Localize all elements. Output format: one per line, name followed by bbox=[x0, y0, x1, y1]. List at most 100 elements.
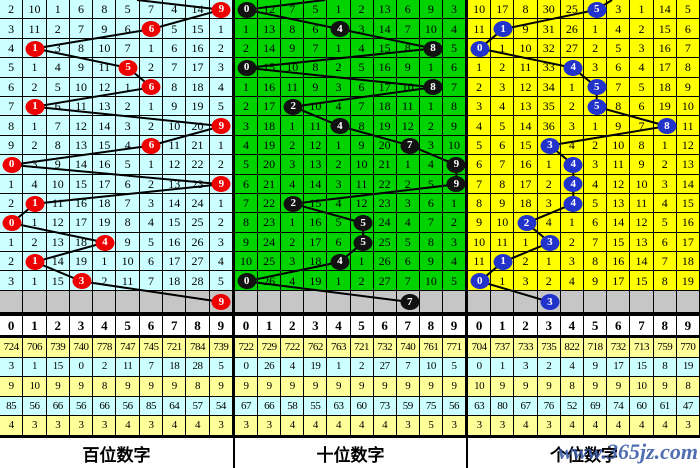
grid-cell bbox=[584, 290, 608, 313]
drawn-digit-marker: 4 bbox=[330, 253, 350, 270]
header-cell: 5 bbox=[116, 316, 140, 335]
grid-cell: 2 bbox=[468, 77, 492, 97]
stat-cell: 66 bbox=[93, 396, 117, 417]
grid-cell: 4 bbox=[468, 116, 492, 136]
grid-cell: 11 bbox=[304, 116, 328, 136]
drawn-digit-marker: 8 bbox=[657, 118, 677, 135]
grid-cell: 1 bbox=[327, 0, 351, 20]
header-cell: 1 bbox=[23, 316, 47, 335]
grid-cell: 9 bbox=[584, 271, 608, 291]
grid-cell: 24 bbox=[186, 193, 210, 214]
panel-title: 十位数字 bbox=[235, 436, 466, 468]
grid-cell: 28 bbox=[186, 271, 210, 291]
grid-cell: 8 bbox=[281, 19, 305, 39]
stat-cell: 9 bbox=[235, 377, 259, 397]
grid-cell: 6 bbox=[163, 38, 187, 59]
grid-cell: 15 bbox=[163, 213, 187, 233]
grid-cell: 7 bbox=[350, 96, 374, 117]
grid-cell: 1 bbox=[209, 19, 233, 39]
stats-row: 67 66 58 55 63 60 73 59 75 56 bbox=[235, 396, 466, 417]
grid-cell: 14 bbox=[653, 0, 677, 20]
grid-cell: 4 bbox=[281, 271, 305, 291]
grid-cell: 3 bbox=[327, 77, 351, 97]
grid-cell: 12 bbox=[607, 174, 631, 194]
stat-cell: 9 bbox=[607, 377, 631, 397]
grid-cell: 9 bbox=[514, 19, 538, 39]
grid-cell: 13 bbox=[258, 19, 282, 39]
grid-cell: 1 bbox=[0, 174, 24, 194]
grid-cell: 2 bbox=[235, 96, 259, 117]
header-cell: 3 bbox=[538, 316, 561, 335]
grid-cell: 3 bbox=[419, 135, 443, 156]
grid-cell: 8 bbox=[419, 232, 443, 253]
header-cell: 4 bbox=[93, 316, 117, 335]
grid-cell: 1 bbox=[396, 155, 420, 175]
stat-cell: 10 bbox=[23, 377, 47, 397]
grid-cell: 17 bbox=[258, 96, 282, 117]
grid-cell: 4 bbox=[327, 96, 351, 117]
grid-cell: 15 bbox=[258, 58, 282, 78]
grid-cell: 3 bbox=[209, 232, 233, 253]
stat-cell: 18 bbox=[163, 357, 187, 378]
grid-cell: 5 bbox=[116, 0, 140, 20]
grid-cell: 2 bbox=[281, 232, 305, 253]
stats-row: 722 729 722 762 763 721 732 740 761 771 bbox=[235, 338, 466, 358]
drawn-digit-marker: 4 bbox=[563, 195, 583, 212]
grid-cell: 8 bbox=[116, 213, 140, 233]
grid-cell: 22 bbox=[186, 155, 210, 175]
grid-cell: 2 bbox=[139, 116, 164, 136]
grid-cell: 2 bbox=[327, 155, 351, 175]
grid-cell: 7 bbox=[491, 155, 515, 175]
grid-cell: 18 bbox=[514, 193, 538, 214]
stat-cell: 9 bbox=[209, 377, 233, 397]
grid-cell: 26 bbox=[373, 252, 397, 272]
stats-rows: 724 706 739 740 778 747 745 721 784 739 3 1 15 0 2 11 7 1… bbox=[0, 338, 233, 436]
grid-cell: 14 bbox=[373, 19, 397, 39]
grid-cell: 5 bbox=[442, 38, 466, 59]
stat-cell: 721 bbox=[350, 338, 374, 358]
grid-cell: 8 bbox=[304, 58, 328, 78]
grid-cell: 14 bbox=[258, 38, 282, 59]
header-cell: 4 bbox=[327, 316, 351, 335]
header-cell: 9 bbox=[210, 316, 233, 335]
grid-cell: 2 bbox=[46, 19, 70, 39]
grid-cell: 25 bbox=[186, 213, 210, 233]
grid-cell bbox=[163, 290, 187, 313]
grid-cell: 11 bbox=[163, 135, 187, 156]
grid-cell: 15 bbox=[653, 19, 677, 39]
grid-cell: 4 bbox=[139, 213, 164, 233]
stat-cell: 9 bbox=[373, 377, 397, 397]
grid-cell: 19 bbox=[69, 252, 94, 272]
grid-cell bbox=[23, 290, 47, 313]
header-cell: 5 bbox=[584, 316, 608, 335]
grid-cell: 6 bbox=[491, 135, 515, 156]
stats-row: 704 737 733 735 822 718 732 713 759 770 bbox=[468, 338, 700, 358]
drawn-digit-marker: 1 bbox=[25, 40, 45, 57]
grid-cell: 14 bbox=[93, 116, 117, 136]
stat-cell: 732 bbox=[373, 338, 397, 358]
grid-cell: 10 bbox=[419, 19, 443, 39]
grid-cell: 19 bbox=[676, 271, 700, 291]
grid-cell: 5 bbox=[607, 38, 631, 59]
grid-cell: 6 bbox=[442, 58, 466, 78]
grid-cell: 9 bbox=[442, 116, 466, 136]
header-cell: 6 bbox=[140, 316, 164, 335]
grid-cell bbox=[327, 290, 351, 313]
drawn-digit-marker: 0 bbox=[2, 215, 22, 232]
stat-cell: 47 bbox=[676, 396, 700, 417]
grid-cell: 9 bbox=[607, 116, 631, 136]
grid-cell: 27 bbox=[373, 271, 397, 291]
grid-cell: 6 bbox=[468, 155, 492, 175]
grid-cell: 1 bbox=[327, 38, 351, 59]
grid-cell: 7 bbox=[116, 193, 140, 214]
watermark-link[interactable]: www.365jz.com bbox=[558, 439, 698, 464]
grid-cell: 6 bbox=[584, 213, 608, 233]
grid-cell: 1 bbox=[23, 58, 47, 78]
stat-cell: 3 bbox=[23, 416, 47, 436]
grid-cell: 8 bbox=[0, 116, 24, 136]
grid-cell: 2 bbox=[396, 174, 420, 194]
stat-cell: 56 bbox=[116, 396, 140, 417]
stats-row: 0 1 3 2 4 9 17 15 8 19 bbox=[468, 357, 700, 378]
grid-cell: 13 bbox=[676, 155, 700, 175]
stat-cell: 9 bbox=[139, 377, 164, 397]
